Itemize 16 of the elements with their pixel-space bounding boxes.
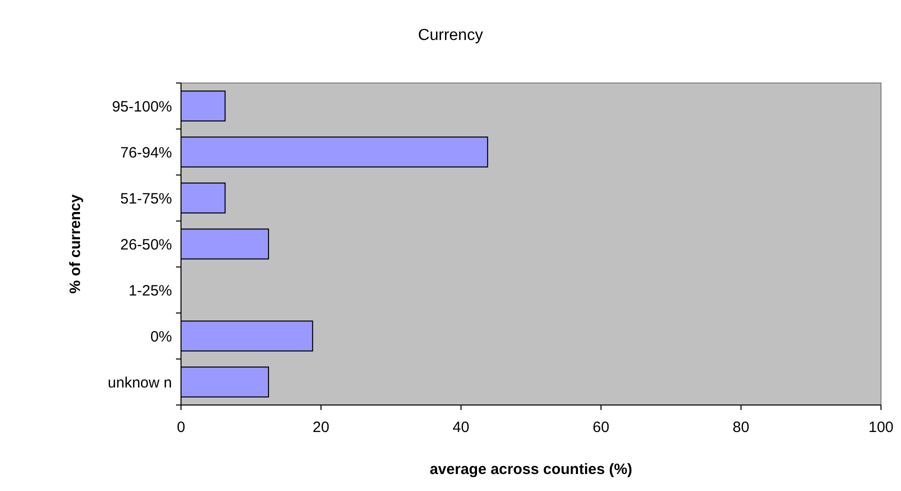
- y-tick-label: 0%: [150, 328, 172, 346]
- y-axis-title: % of currency: [67, 194, 84, 294]
- y-tick-label: 26-50%: [120, 236, 172, 254]
- x-tick-label: 100: [868, 419, 894, 436]
- x-tick-label: 60: [592, 419, 610, 436]
- x-tick-label: 80: [732, 419, 750, 436]
- y-tick-label: 76-94%: [120, 144, 172, 162]
- x-tick-label: 40: [452, 419, 470, 436]
- x-tick-label: 0: [176, 419, 186, 436]
- chart-title: Currency: [418, 27, 483, 44]
- y-tick-label: 51-75%: [120, 190, 172, 208]
- y-tick-label: 95-100%: [112, 98, 172, 116]
- x-tick-label: 20: [312, 419, 330, 436]
- y-tick-label: 1-25%: [128, 282, 172, 300]
- x-axis-title: average across counties (%): [430, 461, 632, 478]
- y-tick-label: unknow n: [108, 374, 172, 392]
